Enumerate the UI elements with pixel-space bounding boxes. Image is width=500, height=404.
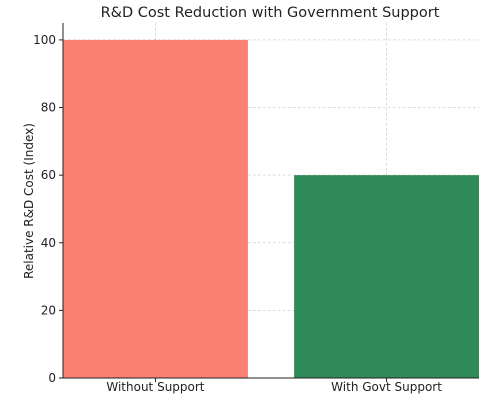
y-tick-label: 100 xyxy=(33,33,56,47)
y-tick-label: 40 xyxy=(41,236,56,250)
bar-with-govt-support xyxy=(294,175,479,378)
x-tick-label: With Govt Support xyxy=(331,380,442,394)
y-tick-label: 80 xyxy=(41,101,56,115)
y-tick-label: 0 xyxy=(48,371,56,385)
tick-labels: 0 20 40 60 80 100 Without Support With Govt Sup… xyxy=(33,33,442,394)
bars xyxy=(63,39,479,379)
bar-without-support xyxy=(63,39,248,379)
x-tick-label: Without Support xyxy=(106,380,204,394)
chart-title: R&D Cost Reduction with Government Suppo… xyxy=(101,5,440,21)
axes xyxy=(59,23,479,382)
y-tick-label: 20 xyxy=(41,303,56,317)
y-axis-title: Relative R&D Cost (Index) xyxy=(22,123,36,279)
y-tick-label: 60 xyxy=(41,168,56,182)
